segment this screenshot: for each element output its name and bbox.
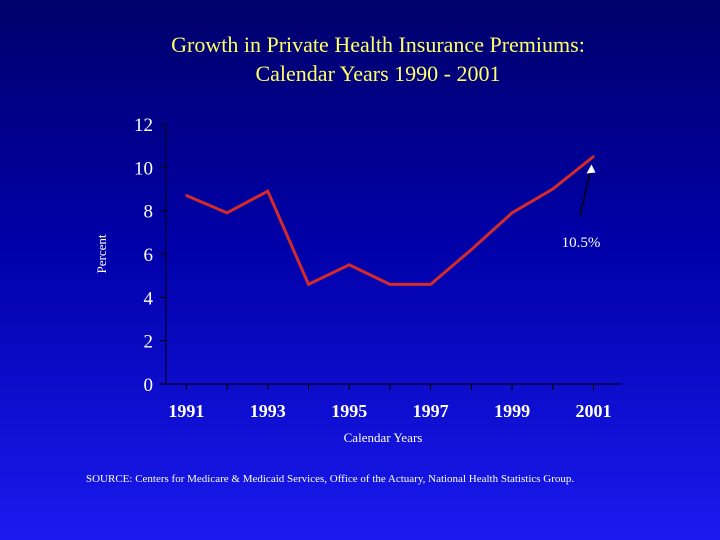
x-tick-label: 1995 (331, 401, 367, 421)
y-tick-label: 2 (144, 332, 154, 353)
chart-series (185, 155, 595, 287)
data-point (429, 283, 432, 286)
chart-title: Growth in Private Health Insurance Premi… (0, 30, 720, 88)
x-tick-label: 1991 (168, 401, 204, 421)
data-point (551, 187, 554, 191)
data-point (388, 283, 392, 286)
data-point (307, 283, 310, 286)
source-note: SOURCE: Centers for Medicare & Medicaid … (86, 473, 575, 485)
x-tick-label: 1993 (250, 401, 286, 421)
annotation-arrowhead (586, 164, 596, 174)
y-axis-title: Percent (94, 234, 109, 273)
data-point (470, 248, 473, 251)
x-tick-label: 1997 (413, 401, 449, 421)
y-tick-label: 4 (144, 288, 154, 309)
x-tick-label: 1999 (494, 401, 530, 421)
data-point (266, 189, 269, 193)
chart-labels: 0 2 4 6 8 10 12 1991 1993 1995 1997 1999 2001 Calenda… (94, 115, 612, 445)
y-tick-label: 6 (144, 245, 154, 266)
data-point (185, 194, 188, 197)
annotation-arrow-line (579, 166, 593, 217)
chart-title-line-2: Calendar Years 1990 - 2001 (255, 61, 501, 86)
y-tick-label: 8 (144, 202, 154, 223)
data-point (225, 211, 229, 215)
data-point (348, 263, 351, 267)
chart-axes (160, 123, 622, 390)
series-line (185, 155, 595, 287)
annotation-label: 10.5% (562, 235, 601, 251)
y-tick-label: 10 (134, 158, 153, 179)
y-tick-label: 0 (144, 375, 154, 396)
x-tick-label: 2001 (576, 401, 612, 421)
y-tick-label: 12 (134, 115, 153, 136)
chart-title-line-1: Growth in Private Health Insurance Premi… (171, 32, 585, 57)
x-axis-title: Calendar Years (344, 430, 423, 445)
data-point (510, 211, 514, 215)
data-point (592, 155, 595, 158)
